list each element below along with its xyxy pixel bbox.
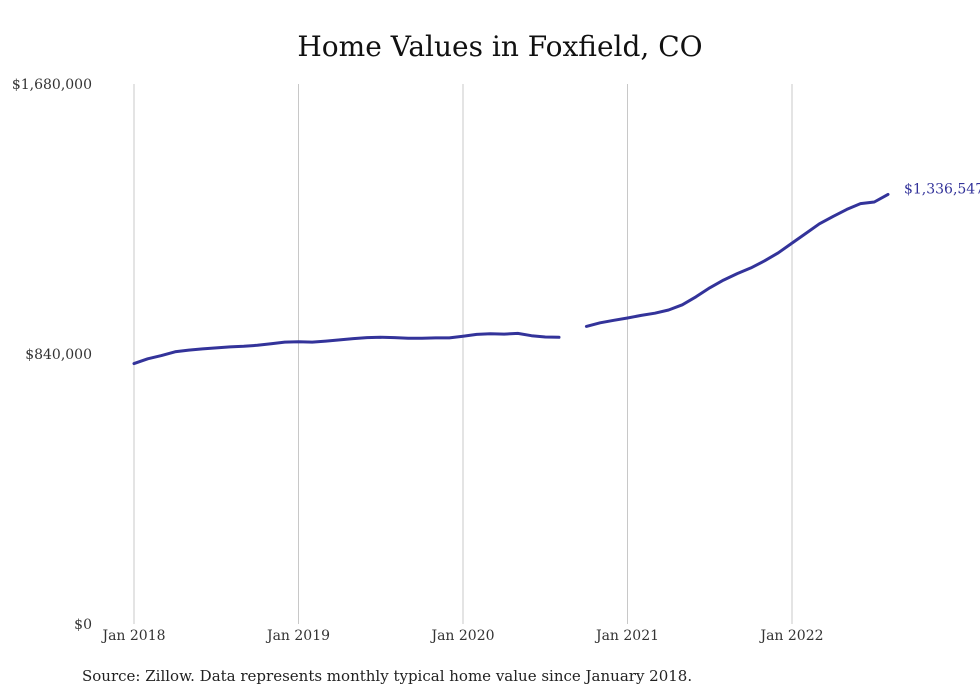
x-tick-label: Jan 2018 <box>100 628 165 644</box>
gridlines <box>133 84 793 624</box>
x-axis-ticks: Jan 2018 Jan 2019 Jan 2020 Jan 2021 Jan 2022 <box>100 628 823 644</box>
chart-title: Home Values in Foxfield, CO <box>297 30 703 63</box>
series-line-1 <box>132 331 561 366</box>
source-note: Source: Zillow. Data represents monthly … <box>82 667 693 685</box>
x-tick-label: Jan 2019 <box>265 628 330 644</box>
x-tick-label: Jan 2022 <box>758 628 823 644</box>
series-lines <box>132 192 890 366</box>
x-tick-label: Jan 2021 <box>594 628 659 644</box>
y-tick-label: $840,000 <box>25 347 92 363</box>
x-tick-label: Jan 2020 <box>429 628 494 644</box>
end-value-label: $1,336,547 <box>904 181 980 197</box>
y-axis-ticks: $0 $840,000 $1,680,000 <box>12 77 92 633</box>
series-line-2 <box>584 192 890 328</box>
y-tick-label: $1,680,000 <box>12 77 92 93</box>
y-tick-label: $0 <box>74 617 92 633</box>
